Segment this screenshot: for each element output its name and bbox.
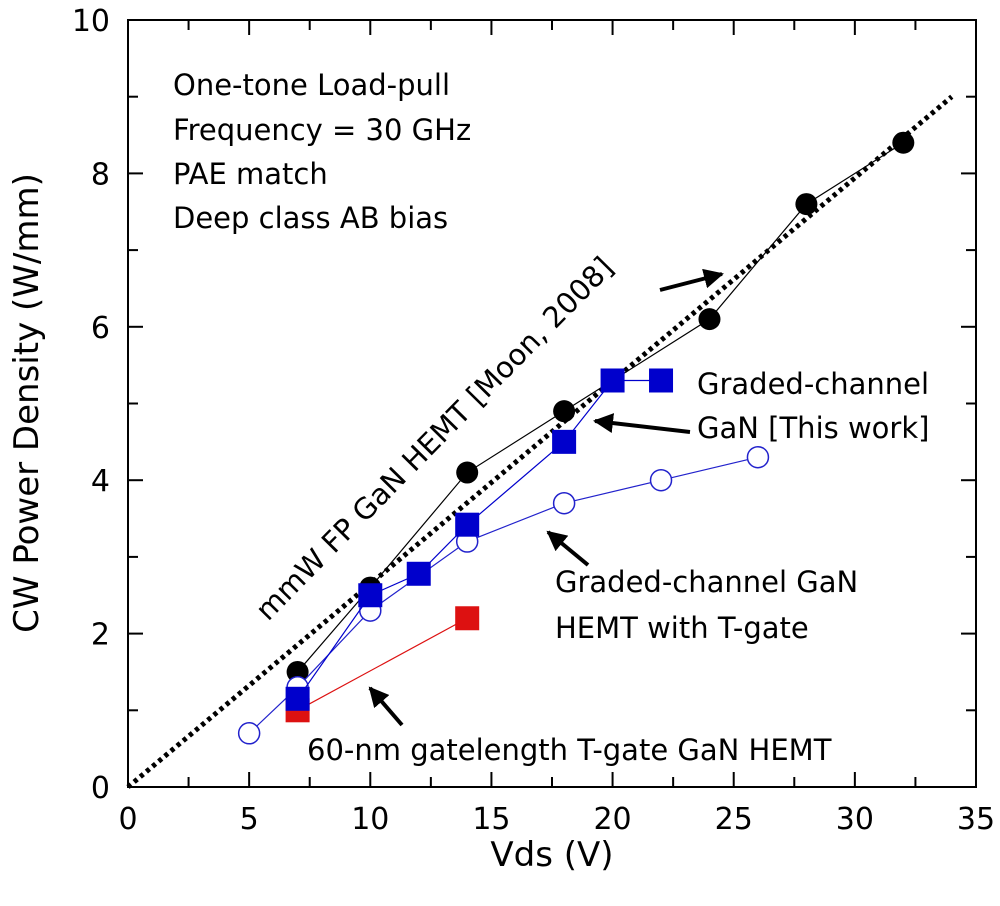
y-tick-label: 2 [91,618,110,653]
annotation-line: GaN [This work] [697,411,929,445]
reference-line-layer [126,94,954,789]
x-axis-title: Vds (V) [490,835,613,875]
annotation-line: Graded-channel [697,367,929,401]
series-layer [237,131,915,745]
data-point [552,429,577,454]
annotation-line: Graded-channel GaN [555,565,858,599]
arrow-to-this-work [593,413,691,434]
data-point [698,308,721,331]
y-tick-label: 4 [91,464,110,499]
annotation-this-work: Graded-channel GaN [This work] [697,367,929,445]
data-point [552,491,576,515]
condition-line: Deep class AB bias [173,201,448,235]
x-tick-label: 25 [715,802,753,837]
data-point [455,606,480,631]
y-tick-label: 10 [72,4,110,39]
data-point [406,561,431,586]
axis-ticks [127,19,977,788]
arrow-to-60nm [368,686,404,727]
annotation-60nm: 60-nm gatelength T-gate GaN HEMT [307,733,832,767]
x-tick-label: 5 [240,802,259,837]
x-tick-label: 20 [593,802,631,837]
x-tick-label: 0 [118,802,137,837]
data-point [456,461,479,484]
condition-line: PAE match [173,157,328,191]
arrow-to-t-gate [546,530,590,567]
data-point [892,131,915,154]
x-tick-label: 30 [836,802,874,837]
x-tick-label: 15 [472,802,510,837]
data-point [455,512,480,537]
data-point [649,468,673,492]
y-tick-label: 0 [91,771,110,806]
y-tick-label: 8 [91,157,110,192]
y-tick-label: 6 [91,311,110,346]
annotation-line: HEMT with T-gate [555,611,809,645]
condition-line: One-tone Load-pull [173,68,450,102]
x-tick-label: 35 [957,802,995,837]
data-point [746,445,770,469]
axis-tick-labels: 0 5 10 15 20 25 30 35 0 2 4 6 8 10 [72,4,995,837]
data-point [600,368,625,393]
data-point [237,722,261,745]
data-point [285,686,310,711]
series-line [297,617,468,711]
data-point [795,193,818,216]
annotation-line: 60-nm gatelength T-gate GaN HEMT [307,733,832,767]
y-axis-title: CW Power Density (W/mm) [7,173,47,633]
data-point [358,583,383,608]
conditions-text-block: One-tone Load-pull Frequency = 30 GHz PA… [173,68,471,235]
x-tick-label: 10 [351,802,389,837]
data-point [553,400,576,423]
data-point [649,368,674,393]
arrow-to-reference-line [659,268,724,292]
annotation-t-gate: Graded-channel GaN HEMT with T-gate [555,565,858,645]
condition-line: Frequency = 30 GHz [173,113,471,147]
data-point [286,660,309,683]
annotation-arrows [368,268,724,727]
reference-line [126,94,954,789]
series-3 [285,368,674,711]
